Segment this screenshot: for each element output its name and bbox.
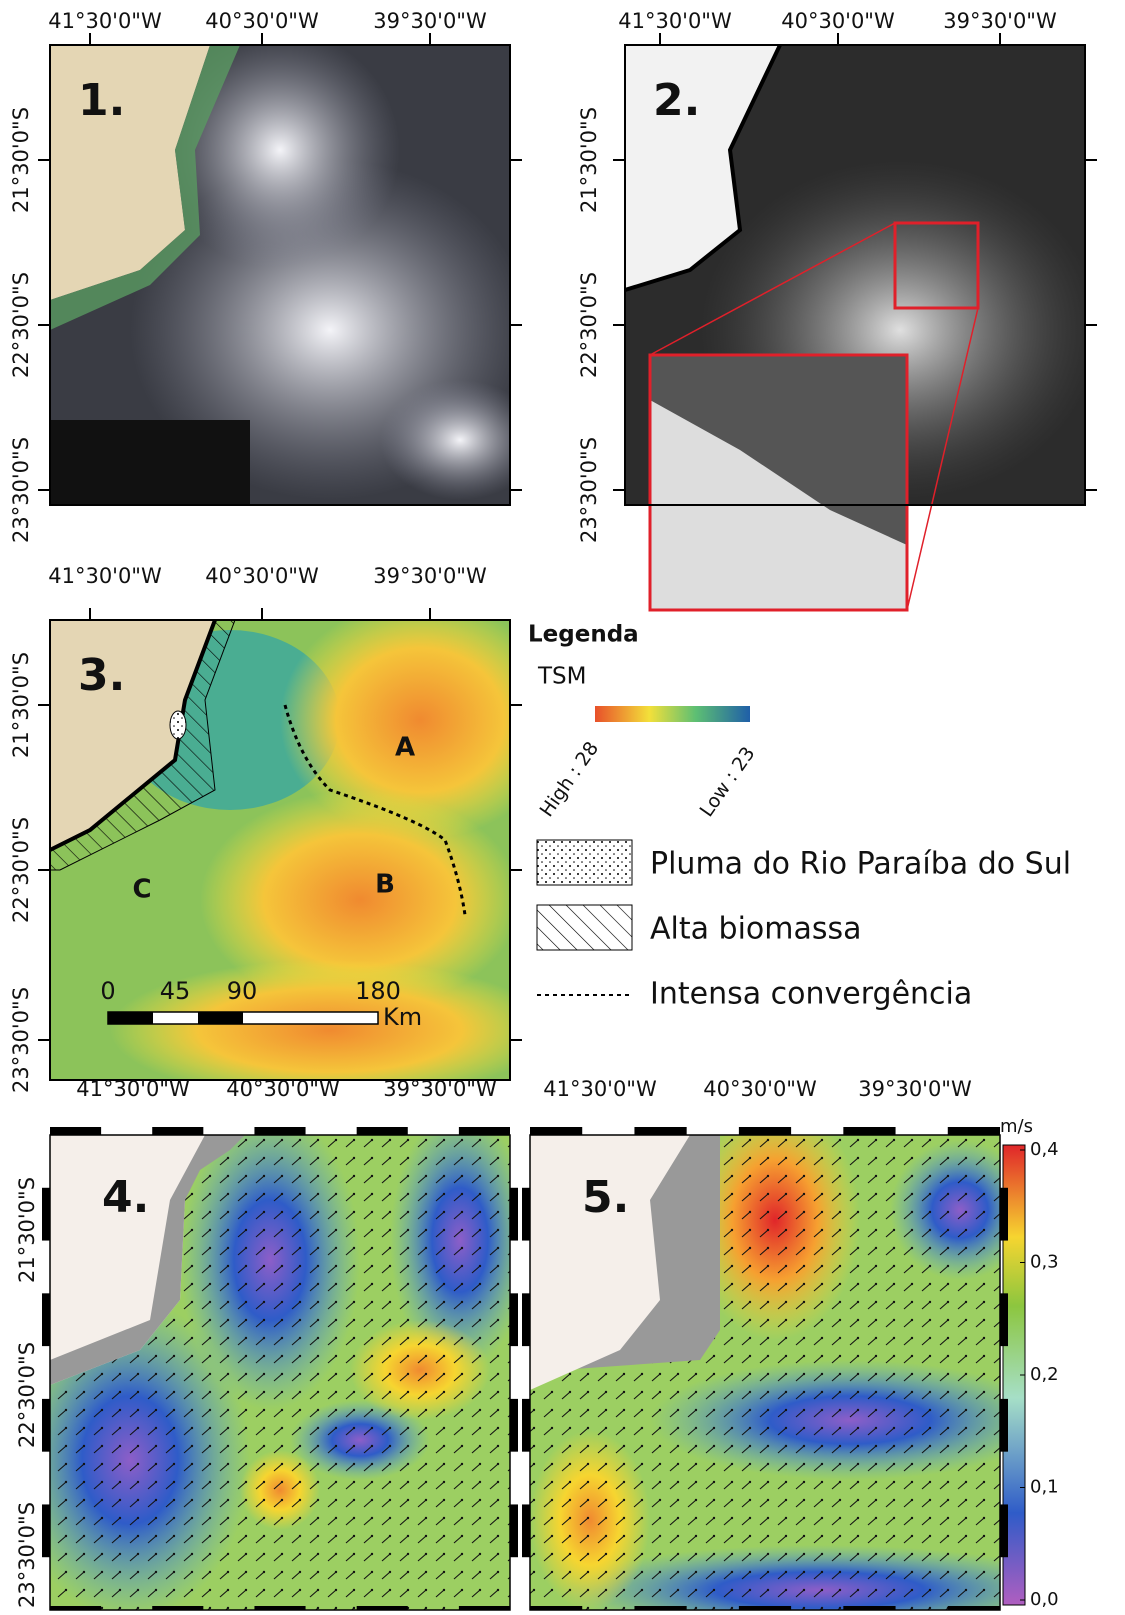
colorbar-label: 0,3	[1030, 1252, 1059, 1273]
lon-label: 41°30'0"W	[543, 1077, 657, 1101]
frame-check	[459, 1127, 510, 1135]
pluma-swatch	[537, 840, 632, 885]
frame-check	[357, 1127, 408, 1135]
lon-label: 40°30'0"W	[781, 9, 895, 33]
panel-label: 1.	[78, 75, 125, 126]
lon-label: 39°30'0"W	[858, 1077, 972, 1101]
frame-check	[1000, 1504, 1008, 1557]
lat-label: 22°30'0"S	[9, 272, 33, 378]
legend-title: Legenda	[528, 622, 639, 648]
lon-label: 39°30'0"W	[373, 564, 487, 588]
frame-check	[522, 1504, 530, 1557]
frame-check	[634, 1606, 686, 1610]
frame-check	[42, 1399, 50, 1452]
frame-check	[948, 1127, 1000, 1135]
frame-check	[634, 1127, 686, 1135]
lon-label: 39°30'0"W	[373, 9, 487, 33]
lat-label: 22°30'0"S	[577, 272, 601, 378]
legend-subtitle: TSM	[537, 664, 587, 690]
scale-label: 90	[227, 977, 258, 1005]
lon-label: 40°30'0"W	[205, 9, 319, 33]
frame-check	[50, 1606, 101, 1610]
legend-item: Pluma do Rio Paraíba do Sul	[650, 847, 1071, 882]
frame-check	[42, 1293, 50, 1346]
colorbar-label: 0,4	[1030, 1139, 1059, 1160]
region-label: A	[395, 733, 415, 763]
frame-check	[522, 1399, 530, 1452]
frame-check	[739, 1606, 791, 1610]
panel-label: 2.	[653, 75, 700, 126]
lat-label: 22°30'0"S	[15, 1342, 39, 1448]
scale-label: 45	[160, 977, 191, 1005]
map-4	[10, 1110, 530, 1615]
lon-label: 39°30'0"W	[383, 1077, 497, 1101]
scale-unit: Km	[383, 1003, 422, 1031]
scale-label: 180	[355, 977, 401, 1005]
frame-check	[843, 1606, 895, 1610]
biomassa-swatch	[537, 905, 632, 950]
frame-check	[510, 1188, 518, 1241]
panel-label: 5.	[582, 1172, 629, 1223]
map-3	[50, 600, 560, 1100]
frame-check	[254, 1606, 305, 1610]
frame-check	[522, 1188, 530, 1241]
tsm-ramp	[595, 706, 750, 722]
frame-check	[510, 1504, 518, 1557]
lat-label: 21°30'0"S	[9, 652, 33, 758]
scale-label: 0	[100, 977, 115, 1005]
frame-check	[1000, 1293, 1008, 1346]
lon-label: 41°30'0"W	[48, 564, 162, 588]
frame-check	[42, 1188, 50, 1241]
lat-label: 23°30'0"S	[15, 1502, 39, 1608]
frame-check	[42, 1504, 50, 1557]
legend-low: Low : 23	[696, 743, 760, 821]
lon-label: 41°30'0"W	[618, 9, 732, 33]
colorbar-label: 0,1	[1030, 1477, 1059, 1498]
panel-label: 3.	[78, 650, 125, 701]
lat-label: 23°30'0"S	[9, 987, 33, 1093]
lat-label: 23°30'0"S	[577, 437, 601, 543]
legend-high: High : 28	[536, 738, 604, 821]
frame-check	[152, 1606, 203, 1610]
lon-label: 41°30'0"W	[76, 1077, 190, 1101]
frame-check	[254, 1127, 305, 1135]
legend-item: Intensa convergência	[650, 977, 972, 1012]
frame-check	[510, 1293, 518, 1346]
frame-check	[357, 1606, 408, 1610]
lat-label: 21°30'0"S	[577, 107, 601, 213]
lat-label: 21°30'0"S	[15, 1177, 39, 1283]
frame-check	[739, 1127, 791, 1135]
frame-check	[948, 1606, 1000, 1610]
lon-label: 41°30'0"W	[48, 9, 162, 33]
colorbar-label: 0,2	[1030, 1364, 1059, 1385]
frame-check	[50, 1127, 101, 1135]
lon-label: 40°30'0"W	[205, 564, 319, 588]
inset	[650, 355, 907, 610]
colorbar-unit: m/s	[1000, 1116, 1033, 1137]
frame-check	[510, 1399, 518, 1452]
panel-label: 4.	[102, 1172, 149, 1223]
frame-check	[1000, 1399, 1008, 1452]
lon-label: 40°30'0"W	[703, 1077, 817, 1101]
frame-check	[843, 1127, 895, 1135]
frame-check	[152, 1127, 203, 1135]
scale-bar	[108, 1012, 378, 1024]
frame-check	[530, 1127, 582, 1135]
region-label: B	[375, 870, 395, 900]
region-label: C	[132, 875, 151, 905]
frame-check	[522, 1293, 530, 1346]
lon-label: 40°30'0"W	[226, 1077, 340, 1101]
frame-check	[459, 1606, 510, 1610]
frame-check	[530, 1606, 582, 1610]
colorbar-label: 0,0	[1030, 1589, 1059, 1610]
figure: 1. 41°30'0"W 40°30'0"W 39°30'0"W 21°30'0"S 22…	[0, 0, 1125, 1615]
lat-label: 22°30'0"S	[9, 817, 33, 923]
legend-item: Alta biomassa	[650, 912, 862, 947]
lat-label: 21°30'0"S	[9, 107, 33, 213]
lat-label: 23°30'0"S	[9, 437, 33, 543]
lon-label: 39°30'0"W	[943, 9, 1057, 33]
frame-check	[1000, 1188, 1008, 1241]
